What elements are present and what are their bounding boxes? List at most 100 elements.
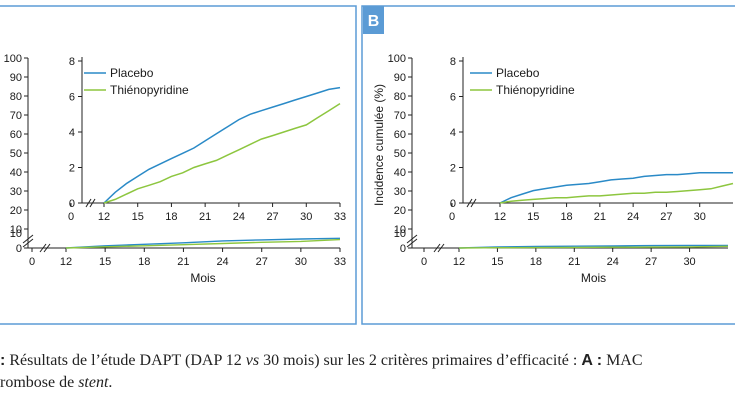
panel-b-main-x-tick-label: 0: [421, 256, 427, 268]
panel-b-outer-y-tick-label: 60: [394, 129, 406, 141]
panel-a-axis-break: [22, 234, 34, 244]
panel-b-inset-y-tick-label: 0: [450, 198, 456, 210]
panel-a-main-y-tick-label: 10: [10, 228, 22, 240]
panel-b-inset-y-tick-label: 4: [450, 127, 456, 139]
panel-b-x-axis-break: [437, 243, 445, 253]
panel-b-outer-y-tick-label: 100: [388, 53, 406, 65]
panel-b-main-series-thienopyridine: [458, 245, 729, 249]
panel-a-main-x-tick-label: 21: [177, 256, 189, 268]
panel-b-outer-y-tick-label: 80: [394, 91, 406, 103]
panel-b-inset-x-tick-label: 12: [494, 211, 506, 223]
panel-a-main-x-tick-label: 33: [334, 256, 346, 268]
panel-a-legend-label: Placebo: [110, 66, 154, 80]
panel-a-outer-y-tick-label: 70: [10, 110, 22, 122]
panel-b-legend-label: Thiénopyridine: [496, 83, 575, 97]
panel-b-main-x-tick-label: 27: [645, 256, 657, 268]
panel-b-outer-y-tick-label: 90: [394, 72, 406, 84]
panel-b-outer-y-tick-label: 30: [394, 186, 406, 198]
panel-a-outer-y-tick-label: 10: [10, 224, 22, 236]
panel-a-outer-y-tick-label: 90: [10, 72, 22, 84]
panel-b-inset-x-tick-label: 15: [527, 211, 539, 223]
panel-a-x-axis-break: [39, 243, 47, 253]
panel-b-outer-y-tick-label: 20: [394, 205, 406, 217]
panel-b-main-x-tick-label: 18: [530, 256, 542, 268]
panel-a-inset-x-tick-label: 30: [300, 211, 312, 223]
panel-a-legend-label: Thiénopyridine: [110, 83, 189, 97]
panel-a-outer-y-tick-label: 100: [4, 53, 22, 65]
panel-b-inset-series-thienopyridine: [499, 182, 734, 204]
panel-b-inset-x-tick-label: 18: [560, 211, 572, 223]
panel-b-inset-x-tick-label: 24: [627, 211, 639, 223]
panel-a-inset-x-tick-label: 0: [68, 211, 74, 223]
panel-b-main-x-tick-label: 12: [453, 256, 465, 268]
panel-a-main-x-tick-label: 24: [216, 256, 228, 268]
panel-b-legend-label: Placebo: [496, 66, 540, 80]
panel-a-inset-y-tick-label: 4: [69, 127, 75, 139]
panel-a-main-x-tick-label: 30: [295, 256, 307, 268]
panel-b-inset-x-tick-label: 30: [694, 211, 706, 223]
panel-b-inset-x-axis-break: [470, 198, 477, 208]
panel-a-outer-y-tick-label: 0: [16, 243, 22, 255]
panel-b-x-axis-break: [433, 243, 441, 253]
panel-a-inset-x-tick-label: 24: [233, 211, 245, 223]
panel-a-axis-break: [22, 238, 34, 248]
caption-line-2: rombose de stent.: [0, 374, 113, 391]
panel-a-inset-x-axis-break: [89, 198, 96, 208]
panel-b-main-x-tick-label: 24: [607, 256, 619, 268]
panel-b-outer-y-tick-label: 50: [394, 148, 406, 160]
panel-b-outer-y-tick-label: 70: [394, 110, 406, 122]
panel-b-main-series-placebo: [458, 244, 728, 249]
panel-a-outer-y-tick-label: 60: [10, 129, 22, 141]
caption-line-1: : Résultats de l’étude DAPT (DAP 12 vs 3…: [0, 352, 643, 369]
panel-a-inset-x-tick-label: 33: [334, 211, 346, 223]
panel-a-inset-x-tick-label: 12: [98, 211, 110, 223]
panel-a-main-x-tick-label: 0: [29, 256, 35, 268]
panel-a-main-x-tick-label: 27: [256, 256, 268, 268]
panel-b-outer-y-tick-label: 40: [394, 167, 406, 179]
panel-a-inset-y-tick-label: 6: [69, 92, 75, 104]
panel-b-inset-x-tick-label: 27: [660, 211, 672, 223]
panel-a-outer-y-tick-label: 40: [10, 167, 22, 179]
panel-b-axis-break: [406, 238, 418, 248]
panel-a-inset-x-axis-break: [85, 198, 92, 208]
panel-b-inset-y-tick-label: 6: [450, 92, 456, 104]
panel-a-inset-series-thienopyridine: [103, 102, 341, 204]
panel-a-inset-y-tick-label: 0: [69, 198, 75, 210]
panel-a-x-axis-label: Mois: [190, 271, 215, 285]
panel-a-main-series-placebo: [65, 237, 341, 249]
panel-b-inset-x-tick-label: 21: [594, 211, 606, 223]
panel-b-outer-y-tick-label: 0: [400, 243, 406, 255]
panel-a-main-x-tick-label: 12: [60, 256, 72, 268]
panel-b-inset-y-tick-label: 2: [450, 163, 456, 175]
panel-b-main-x-tick-label: 30: [683, 256, 695, 268]
panel-a-inset-series-placebo: [103, 86, 341, 204]
panel-a-outer-y-tick-label: 20: [10, 205, 22, 217]
panel-b-inset-series-placebo: [499, 172, 733, 204]
panel-a-main-series-thienopyridine: [65, 238, 341, 249]
panel-b-main-y-tick-label: 10: [394, 228, 406, 240]
panel-b-frame: [361, 5, 735, 325]
panel-b-axis-break: [406, 234, 418, 244]
panel-a-inset-y-tick-label: 2: [69, 163, 75, 175]
panel-a-inset-x-tick-label: 21: [199, 211, 211, 223]
panel-a-outer-y-tick-label: 50: [10, 148, 22, 160]
panel-a-outer-y-tick-label: 30: [10, 186, 22, 198]
panel-a-main-x-tick-label: 18: [138, 256, 150, 268]
panel-b-x-axis-label: Mois: [581, 271, 606, 285]
panel-a-inset-y-tick-label: 8: [69, 56, 75, 68]
panel-b-main-x-tick-label: 21: [568, 256, 580, 268]
panel-b-inset-y-tick-label: 8: [450, 56, 456, 68]
panel-a-inset-x-tick-label: 15: [132, 211, 144, 223]
panel-b-label: B: [368, 13, 380, 30]
panel-b-inset-x-tick-label: 0: [449, 211, 455, 223]
panel-a-main-x-tick-label: 15: [99, 256, 111, 268]
panel-b-outer-y-tick-label: 10: [394, 224, 406, 236]
panel-a-outer-y-tick-label: 80: [10, 91, 22, 103]
panel-a-x-axis-break: [43, 243, 51, 253]
panel-b-badge: [363, 6, 384, 34]
figure-caption: : Résultats de l’étude DAPT (DAP 12 vs 3…: [0, 350, 735, 394]
panel-b-inset-x-axis-break: [466, 198, 473, 208]
